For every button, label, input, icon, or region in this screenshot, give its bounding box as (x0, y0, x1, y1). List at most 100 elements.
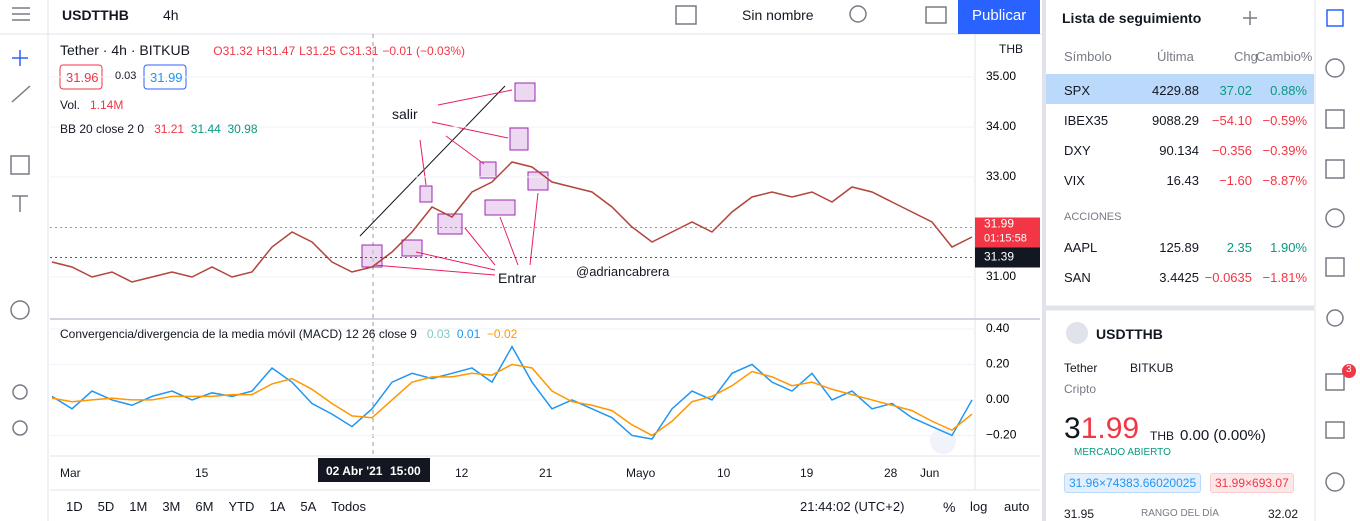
currency[interactable]: THB (999, 42, 1023, 56)
col-header: Símbolo (1064, 49, 1112, 64)
cell: 3.4425 (1159, 270, 1199, 285)
y-tick-label: 0.00 (986, 392, 1010, 406)
range-label: RANGO DEL DÍA (1141, 508, 1219, 519)
price-lead: 3 (1064, 412, 1081, 445)
legend-row: Tether · 4h · BITKUB O31.32 H31.47 L31.2… (60, 42, 465, 58)
cell: 90.134 (1159, 143, 1199, 158)
line (51, 363, 973, 437)
legend-title: Tether · 4h · BITKUB (60, 42, 190, 58)
log-toggle[interactable]: log (970, 499, 988, 514)
percent-toggle[interactable]: % (943, 499, 956, 515)
price-tail: 1.99 (1080, 412, 1140, 445)
ohlc: H31.47 (256, 44, 296, 58)
detail-price: 31.99 (1064, 412, 1139, 446)
detail-symbol: USDTTHB (1096, 326, 1163, 342)
range-button[interactable]: 6M (195, 499, 214, 514)
bid[interactable]: 31.96 (66, 70, 99, 85)
volume: 1.14M (90, 98, 124, 112)
range-button[interactable]: 5D (97, 499, 115, 514)
y-tick-label: 34.00 (986, 119, 1016, 133)
countdown: 01:15:58 (984, 232, 1027, 244)
detail-bid: 31.96×74383.66020025 (1064, 473, 1202, 493)
readout: 0.01 (456, 327, 481, 341)
row-symbol[interactable]: VIX (1064, 173, 1085, 188)
cell: 0.88% (1270, 83, 1307, 98)
cell: −54.10 (1211, 113, 1252, 128)
notification-badge: 3 (1346, 364, 1352, 375)
cell: −8.87% (1262, 173, 1307, 188)
spread: 0.03 (115, 70, 137, 82)
range-button[interactable]: YTD (228, 499, 255, 514)
time-label: 02 Abr '21 (326, 464, 383, 478)
time-label: 10 (717, 466, 731, 480)
cell: 16.43 (1166, 173, 1199, 188)
time-label: 12 (455, 466, 469, 480)
col-header: Chg (1234, 49, 1258, 64)
symbol[interactable]: USDTTHB (62, 7, 129, 23)
cell: −0.356 (1211, 143, 1252, 158)
bb-upper: 31.44 (190, 122, 221, 136)
cell: 37.02 (1219, 83, 1252, 98)
time-label: 28 (884, 466, 898, 480)
detail-exchange: BITKUB (1130, 361, 1174, 375)
detail-currency: THB (1150, 429, 1174, 443)
time-label: 15:00 (390, 464, 421, 478)
annotation: salir (392, 106, 418, 122)
volume-label: Vol. (60, 98, 81, 112)
row-symbol[interactable]: SPX (1064, 83, 1091, 98)
price-label-bg (975, 247, 1040, 268)
ohlc: O31.32 (213, 44, 253, 58)
price-label-bg (975, 217, 1040, 248)
range-button[interactable]: Todos (331, 499, 366, 514)
row-symbol[interactable]: SAN (1064, 270, 1091, 285)
cell: 2.35 (1226, 240, 1252, 255)
ohlc: C31.31 (339, 44, 379, 58)
cell: 9088.29 (1152, 113, 1199, 128)
y-tick-label: 0.40 (986, 321, 1010, 335)
row-symbol[interactable]: AAPL (1064, 240, 1098, 255)
annotation: Entrar (498, 270, 537, 286)
time-label: 15 (195, 466, 209, 480)
macd-title: Convergencia/divergencia de la media móv… (60, 327, 417, 341)
y-tick-label: 35.00 (986, 69, 1016, 83)
publish-button[interactable]: Publicar (972, 7, 1027, 24)
ask[interactable]: 31.99 (150, 70, 183, 85)
detail-kind: Cripto (1064, 382, 1097, 396)
range-button[interactable]: 1A (269, 499, 286, 514)
section-title: ACCIONES (1064, 211, 1122, 223)
row-symbol[interactable]: IBEX35 (1064, 113, 1109, 128)
cell: −0.39% (1262, 143, 1307, 158)
row-symbol[interactable]: DXY (1064, 143, 1091, 158)
detail-name[interactable]: Tether (1064, 361, 1098, 375)
interval[interactable]: 4h (163, 7, 179, 23)
range-bar: 1D 5D 1M 3M 6M YTD 1A 5A Todos (66, 499, 381, 514)
cell: −1.60 (1219, 173, 1252, 188)
range-button[interactable]: 1D (66, 499, 83, 514)
bb-label: BB 20 close 2 0 (60, 122, 145, 136)
line (51, 345, 973, 440)
day-high: 32.02 (1268, 507, 1299, 521)
col-header: Cambio% (1256, 49, 1313, 64)
col-header: Última (1157, 49, 1194, 64)
range-button[interactable]: 3M (162, 499, 181, 514)
range-button[interactable]: 5A (300, 499, 317, 514)
y-tick-label: 0.20 (986, 357, 1010, 371)
detail-change: 0.00 (0.00%) (1180, 427, 1266, 444)
annotation: @adriancabrera (576, 264, 670, 279)
watchlist-title[interactable]: Lista de seguimiento (1062, 10, 1202, 26)
time-label: 21 (539, 466, 553, 480)
readout: 0.03 (426, 327, 451, 341)
time-label: Mar (60, 466, 81, 480)
macd-legend: Convergencia/divergencia de la media móv… (60, 327, 517, 341)
cell: −1.81% (1262, 270, 1307, 285)
y-tick-label: 33.00 (986, 169, 1016, 183)
change: −0.01 (−0.03%) (382, 44, 466, 58)
detail-ask: 31.99×693.07 (1210, 473, 1294, 493)
layout-name[interactable]: Sin nombre (742, 7, 814, 23)
auto-toggle[interactable]: auto (1004, 499, 1030, 514)
clock: 21:44:02 (UTC+2) (800, 499, 905, 514)
line (51, 161, 973, 283)
range-button[interactable]: 1M (129, 499, 148, 514)
